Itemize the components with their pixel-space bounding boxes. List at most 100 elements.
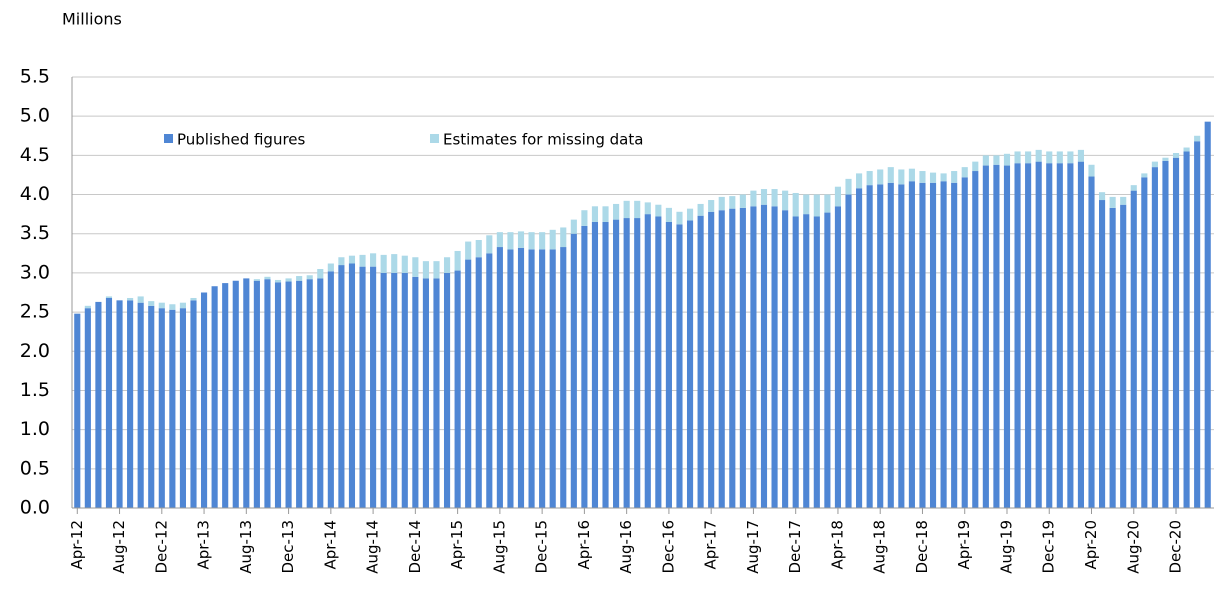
bar-segment [1141,177,1148,508]
y-tick-label: 3.0 [20,261,50,283]
bar-segment [908,168,915,182]
bar-segment [708,211,715,508]
bar-segment [782,190,789,211]
bar-segment [169,304,176,310]
bar-segment [1077,161,1085,508]
x-tick-label: Aug-17 [744,520,762,574]
bar-segment [771,206,778,509]
x-tick-label: Dec-15 [533,520,551,574]
x-tick-label: Apr-16 [575,520,593,570]
bar-segment [581,210,588,226]
legend-swatch [164,134,173,143]
y-tick-label: 3.5 [20,222,50,244]
x-tick-label: Dec-17 [786,520,804,574]
bar-segment [961,167,968,178]
bar-segment [348,255,356,264]
bar-segment [296,280,303,508]
bar-segment [877,169,884,185]
bar-segment [644,214,651,509]
y-tick-label: 5.0 [20,105,50,127]
bar-segment [380,254,387,273]
bar-segment [105,297,113,508]
bar-segment [708,200,715,212]
bar-segment [486,253,493,508]
bar-segment [285,278,292,282]
bar-segment [591,221,599,509]
bar-segment [581,225,588,508]
x-tick-label: Apr-17 [702,520,720,570]
bar-segment [613,219,620,508]
bar-segment [856,188,863,508]
x-tick-label: Dec-16 [659,520,677,574]
bar-segment [686,208,694,221]
bar-segment [1172,153,1180,158]
bar-segment [1130,185,1137,191]
bar-segment [274,282,282,508]
bar-segment [84,308,91,508]
bar-segment [940,181,947,508]
y-tick-label: 2.0 [20,340,50,362]
bar-segment [697,203,704,216]
bar-segment [179,302,186,309]
bar-segment [972,161,979,172]
x-tick-label: Dec-18 [913,520,931,574]
bar-segment [1014,163,1021,508]
bar-segment [655,216,662,508]
bar-segment [1151,161,1158,168]
bar-segment [623,200,630,219]
bar-segment [1120,196,1127,205]
bar-segment [591,206,599,222]
bar-segment [84,305,91,309]
bar-segment [264,279,271,508]
bar-segment [792,192,799,217]
bar-segment [813,216,820,508]
bar-segment [570,233,577,508]
bar-segment [919,171,926,183]
bar-segment [972,171,979,508]
bar-segment [760,204,768,508]
bar-segment [898,169,905,185]
bar-segment [539,249,546,508]
bar-segment [475,239,482,258]
bar-segment [274,279,282,283]
bar-segment [929,172,937,183]
bar-segment [1172,157,1180,508]
bar-segment [697,215,704,508]
bar-segment [1035,149,1042,162]
bar-segment [602,221,609,509]
bar-segment [465,241,472,260]
bar-segment [686,220,694,508]
bar-segment [296,276,303,281]
bar-segment [729,196,736,209]
bar-segment [148,305,155,508]
bar-segment [179,308,186,508]
bar-segment [866,171,873,186]
bar-segment [676,211,683,225]
bar-segment [982,155,989,166]
bar-segment [718,196,725,211]
bar-segment [560,227,567,248]
bar-segment [1056,163,1063,508]
bar-segment [982,165,989,508]
bar-segment [507,249,514,508]
y-axis-label: Millions [62,10,122,29]
bar-segment [961,177,968,508]
bar-segment [644,202,651,215]
bar-segment [1025,151,1032,164]
bar-segment [1109,207,1116,508]
bar-segment [887,182,894,509]
bar-segment [232,280,239,508]
bar-segment [1088,164,1095,177]
bar-segment [285,281,292,508]
bar-segment [401,272,408,508]
bar-segment [391,272,398,508]
bar-segment [951,171,958,183]
bar-segment [317,268,324,279]
bar-segment [496,247,503,509]
bar-segment [443,272,451,508]
bar-segment [359,254,366,267]
bar-segment [127,300,134,508]
legend-swatch [430,134,439,143]
bar-segment [560,247,567,509]
bar-segment [317,278,324,508]
